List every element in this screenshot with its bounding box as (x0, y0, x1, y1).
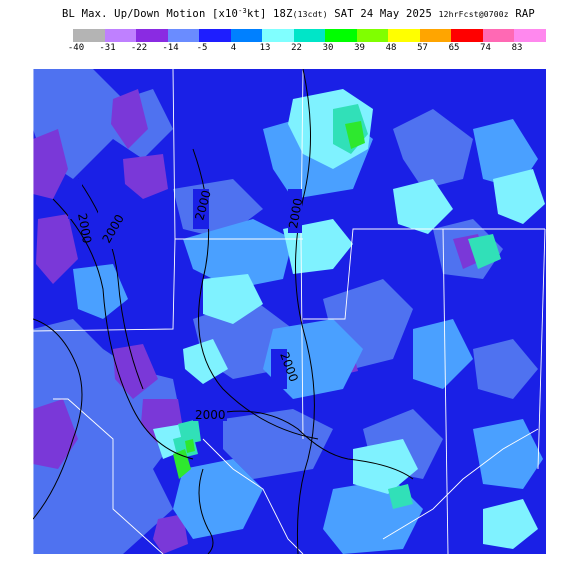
color-legend-labels: -40 -31 -22 -14 -5 4 13 22 30 39 48 57 65 74 83 (0, 43, 579, 55)
legend-label: -40 (67, 43, 85, 53)
legend-swatch (514, 29, 546, 42)
map-title: BL Max. Up/Down Motion [x10-3kt] 18Z(13c… (62, 7, 562, 23)
legend-swatch (451, 29, 483, 42)
legend-label: 4 (230, 43, 237, 53)
title-prefix: BL Max. Up/Down Motion [x10 (62, 8, 239, 20)
map-canvas: 2000 2000 2000 2000 2000 2000 (33, 69, 546, 554)
title-date: SAT 24 May 2025 (327, 8, 439, 20)
legend-label: 13 (259, 43, 271, 53)
contour-label-5: 2000 (193, 407, 227, 422)
legend-swatch (136, 29, 168, 42)
legend-swatch (356, 29, 388, 42)
legend-label: 30 (322, 43, 334, 53)
legend-swatch (419, 29, 451, 42)
legend-label: 83 (511, 43, 523, 53)
title-exponent: -3 (238, 7, 247, 15)
state-boundaries (33, 69, 546, 554)
svg-text:2000: 2000 (75, 212, 94, 245)
legend-label: -31 (99, 43, 116, 53)
forecast-map: 2000 2000 2000 2000 2000 2000 (33, 69, 546, 554)
legend-label: 57 (417, 43, 428, 53)
color-legend-bar (73, 29, 546, 42)
svg-text:2000: 2000 (286, 197, 305, 230)
title-unit: kt] 18Z (246, 8, 293, 20)
legend-swatch (199, 29, 231, 42)
legend-label: 65 (448, 43, 460, 53)
legend-label: 48 (385, 43, 397, 53)
legend-label: 22 (291, 43, 302, 53)
weak-up-regions (73, 109, 543, 554)
legend-swatch (482, 29, 514, 42)
title-model: RAP (508, 8, 535, 20)
legend-swatch (230, 29, 262, 42)
legend-swatch (325, 29, 357, 42)
contour-label-2: 2000 (192, 189, 214, 229)
legend-swatch (167, 29, 199, 42)
legend-label: 74 (480, 43, 491, 53)
legend-label: -14 (162, 43, 179, 53)
contour-label-3: 2000 (98, 209, 127, 249)
legend-swatch (73, 29, 105, 42)
legend-swatch (388, 29, 420, 42)
legend-label: -5 (196, 43, 208, 53)
strong-down-regions (33, 89, 485, 554)
legend-swatch (262, 29, 294, 42)
contour-label-1: 2000 (286, 189, 305, 233)
title-run: 12hrFcst@0700z (438, 10, 509, 19)
title-local-time: (13cdt) (292, 10, 328, 19)
legend-swatch (293, 29, 325, 42)
legend-label: 39 (354, 43, 365, 53)
legend-swatch (104, 29, 136, 42)
contour-label-4: 2000 (68, 179, 94, 245)
peak-up-regions (173, 121, 365, 479)
svg-text:2000: 2000 (195, 408, 226, 422)
legend-label: -22 (130, 43, 148, 53)
